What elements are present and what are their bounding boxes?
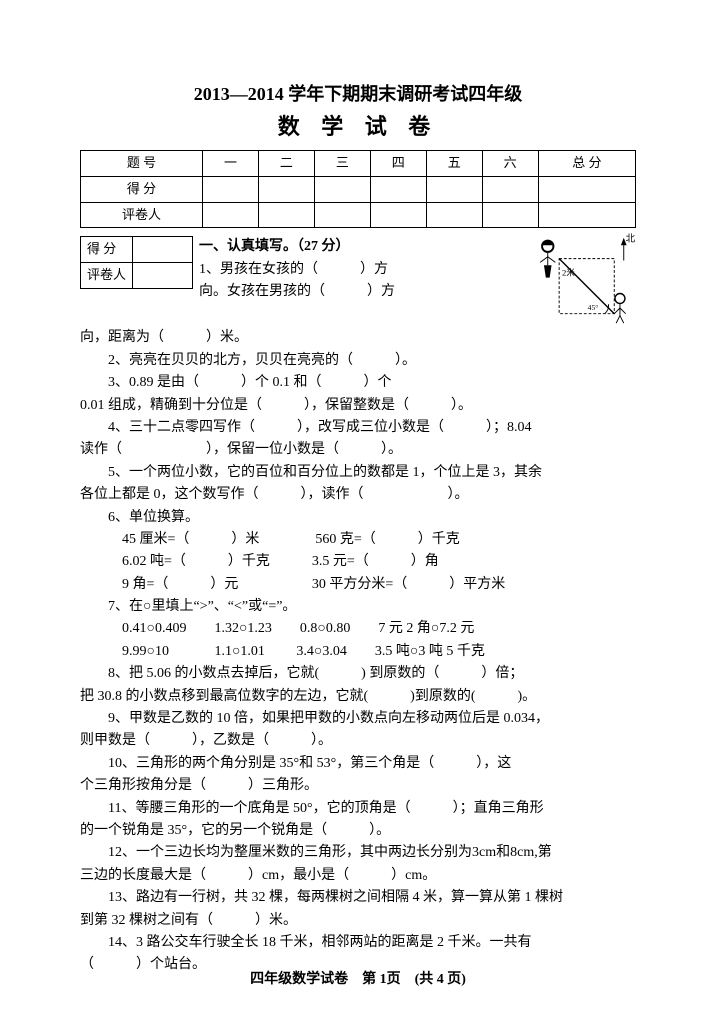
content-area: 北 2米 45° 得 分 评卷人 一、认真填写。（27 分） 1、男孩在女孩的（… <box>80 236 636 976</box>
mini-score-table: 得 分 评卷人 <box>80 236 193 289</box>
cell: 六 <box>482 150 538 176</box>
cell: 五 <box>426 150 482 176</box>
svg-text:45°: 45° <box>588 303 599 312</box>
q7-1: 0.41○0.409 1.32○1.23 0.8○0.80 7 元 2 角○7.… <box>80 618 636 640</box>
q2: 2、亮亮在贝贝的北方，贝贝在亮亮的（ ）。 <box>80 350 636 372</box>
q9a: 9、甲数是乙数的 10 倍，如果把甲数的小数点向左移动两位后是 0.034， <box>80 708 636 730</box>
north-label: 北 <box>626 234 636 245</box>
q8a: 8、把 5.06 的小数点去掉后，它就( ) 到原数的（ ）倍； <box>80 663 636 685</box>
q11a: 11、等腰三角形的一个底角是 50°，它的顶角是（ ）；直角三角形 <box>80 798 636 820</box>
q7-head: 7、在○里填上“>”、“<”或“=”。 <box>80 596 636 618</box>
cell: 题 号 <box>81 150 203 176</box>
cell: 二 <box>258 150 314 176</box>
cell: 得 分 <box>81 176 203 202</box>
illustration: 北 2米 45° <box>526 232 636 327</box>
q3b: 0.01 组成，精确到十分位是（ ），保留整数是（ ）。 <box>80 395 636 417</box>
page-footer: 四年级数学试卷 第 1页 (共 4 页) <box>0 969 716 991</box>
q6-head: 6、单位换算。 <box>80 507 636 529</box>
q14a: 14、3 路公交车行驶全长 18 千米，相邻两站的距离是 2 千米。一共有 <box>80 932 636 954</box>
q10b: 个三角形按角分是（ ）三角形。 <box>80 775 636 797</box>
cell: 评卷人 <box>81 263 133 289</box>
q4a: 4、三十二点零四写作（ ），改写成三位小数是（ ）；8.04 <box>80 417 636 439</box>
q4b: 读作（ ），保留一位小数是（ ）。 <box>80 439 636 461</box>
q13b: 到第 32 棵树之间有（ ）米。 <box>80 910 636 932</box>
q3a: 3、0.89 是由（ ）个 0.1 和（ ）个 <box>80 372 636 394</box>
svg-text:2米: 2米 <box>562 267 575 278</box>
q7-2: 9.99○10 1.1○1.01 3.4○3.04 3.5 吨○3 吨 5 千克 <box>80 641 636 663</box>
table-row: 得 分 <box>81 176 636 202</box>
q8b: 把 30.8 的小数点移到最高位数字的左边，它就( )到原数的( )。 <box>80 686 636 708</box>
exam-title-line2: 数 学 试 卷 <box>80 109 636 144</box>
cell: 评卷人 <box>81 202 203 228</box>
cell: 总 分 <box>538 150 635 176</box>
q11b: 的一个锐角是 35°，它的另一个锐角是（ ）。 <box>80 820 636 842</box>
score-table: 题 号 一 二 三 四 五 六 总 分 得 分 评卷人 <box>80 150 636 228</box>
q12b: 三边的长度最大是（ ）cm，最小是（ ）cm。 <box>80 865 636 887</box>
q9b: 则甲数是（ ），乙数是（ ）。 <box>80 730 636 752</box>
q5b: 各位上都是 0，这个数写作（ ），读作（ ）。 <box>80 484 636 506</box>
cell: 四 <box>370 150 426 176</box>
q10a: 10、三角形的两个角分别是 35°和 53°，第三个角是（ ），这 <box>80 753 636 775</box>
cell: 三 <box>314 150 370 176</box>
q6-1: 45 厘米=（ ）米 560 克=（ ）千克 <box>80 529 636 551</box>
q5a: 5、一个两位小数，它的百位和百分位上的数都是 1，个位上是 3，其余 <box>80 462 636 484</box>
table-row: 评卷人 <box>81 202 636 228</box>
q6-3: 9 角=（ ）元 30 平方分米=（ ）平方米 <box>80 574 636 596</box>
exam-title-line1: 2013—2014 学年下期期末调研考试四年级 <box>80 80 636 109</box>
q12a: 12、一个三边长均为整厘米数的三角形，其中两边长分别为3cm和8cm,第 <box>80 842 636 864</box>
q6-2: 6.02 吨=（ ）千克 3.5 元=（ ）角 <box>80 551 636 573</box>
cell: 一 <box>203 150 259 176</box>
cell: 得 分 <box>81 237 133 263</box>
q13a: 13、路边有一行树，共 32 棵，每两棵树之间相隔 4 米，算一算从第 1 棵树 <box>80 887 636 909</box>
table-row: 题 号 一 二 三 四 五 六 总 分 <box>81 150 636 176</box>
q1-c: 向，距离为（ ）米。 <box>80 327 636 349</box>
